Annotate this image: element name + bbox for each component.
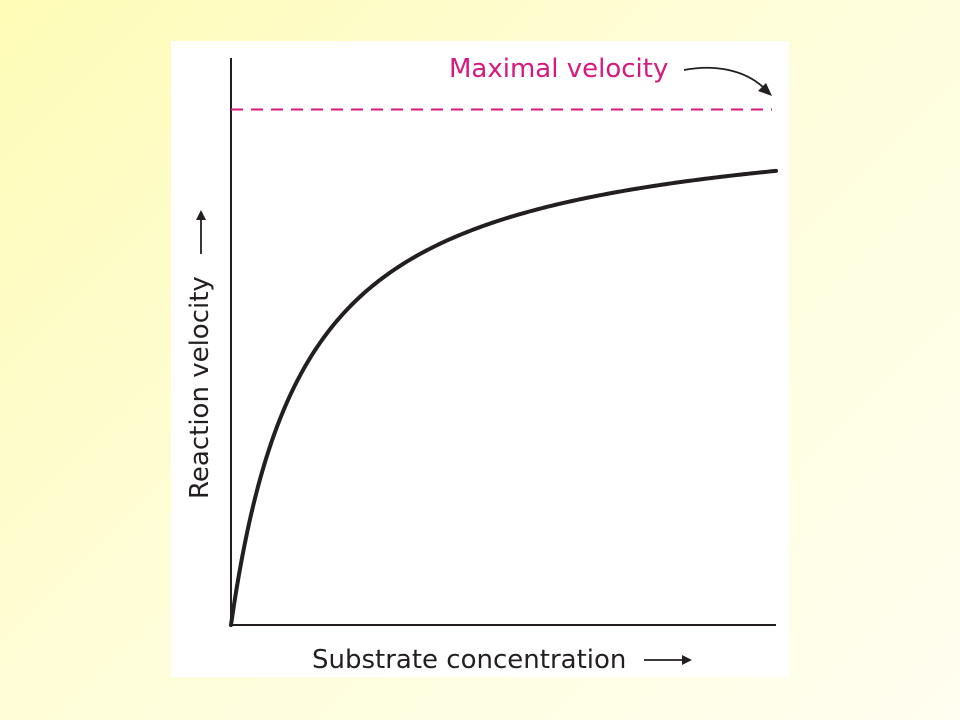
maximal-velocity-label: Maximal velocity xyxy=(449,54,668,84)
annotation-arrow-head xyxy=(758,83,772,96)
data-points-layer xyxy=(229,169,778,627)
x-axis-label: Substrate concentration xyxy=(312,645,626,675)
x-axis-arrow xyxy=(644,655,692,665)
y-axis-label: Reaction velocity xyxy=(185,276,215,499)
chart-panel xyxy=(171,41,789,677)
annotation-arrow xyxy=(683,66,765,89)
y-axis-arrow xyxy=(196,210,206,254)
velocity-curve xyxy=(229,168,778,627)
